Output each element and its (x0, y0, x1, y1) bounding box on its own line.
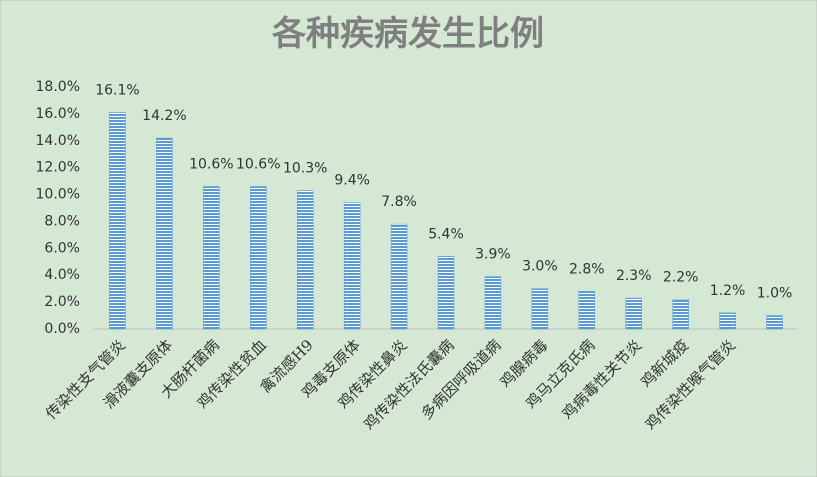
bar (250, 186, 267, 330)
value-label: 1.0% (757, 286, 793, 302)
y-tick-label: 6.0% (44, 240, 80, 256)
bar (672, 299, 689, 330)
chart-title: 各种疾病发生比例 (272, 14, 544, 54)
value-label: 9.4% (334, 173, 370, 189)
y-tick-label: 2.0% (44, 294, 80, 310)
bar (203, 186, 220, 330)
y-tick-label: 16.0% (36, 106, 80, 122)
bar (719, 312, 736, 330)
bar (766, 315, 783, 330)
y-tick-label: 8.0% (44, 213, 80, 229)
value-label: 3.9% (475, 247, 511, 263)
value-label: 10.3% (283, 161, 327, 177)
bar (156, 137, 173, 330)
y-tick-label: 14.0% (36, 133, 80, 149)
bar (109, 112, 126, 330)
bar (484, 276, 502, 330)
value-label: 3.0% (522, 259, 558, 275)
bar (531, 288, 549, 330)
y-tick-label: 18.0% (36, 79, 80, 95)
y-tick-label: 10.0% (36, 187, 80, 203)
value-label: 5.4% (428, 226, 464, 242)
value-label: 7.8% (381, 194, 417, 210)
value-label: 2.2% (663, 269, 699, 285)
bar (578, 291, 596, 330)
value-label: 2.8% (569, 261, 605, 277)
value-label: 14.2% (142, 108, 186, 124)
y-tick-label: 0.0% (44, 321, 80, 337)
value-label: 1.2% (710, 283, 746, 299)
value-label: 10.6% (236, 156, 280, 172)
bar (437, 256, 455, 330)
bar (343, 202, 361, 330)
value-label: 16.1% (95, 83, 139, 99)
y-tick-label: 4.0% (44, 267, 80, 283)
bar (390, 223, 408, 330)
bar (625, 297, 642, 330)
value-label: 10.6% (189, 156, 233, 172)
y-tick-label: 12.0% (36, 160, 80, 176)
value-label: 2.3% (616, 268, 652, 284)
bar (296, 190, 314, 330)
